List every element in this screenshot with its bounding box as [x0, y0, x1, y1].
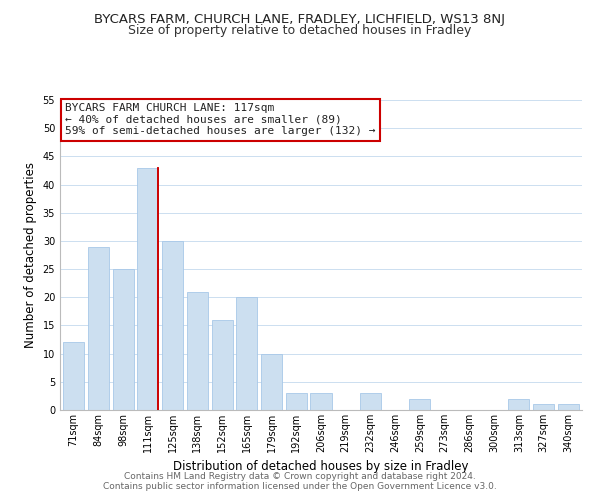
Text: Contains HM Land Registry data © Crown copyright and database right 2024.: Contains HM Land Registry data © Crown c…	[124, 472, 476, 481]
Bar	[558, 404, 579, 410]
Bar	[162, 241, 183, 410]
Text: BYCARS FARM, CHURCH LANE, FRADLEY, LICHFIELD, WS13 8NJ: BYCARS FARM, CHURCH LANE, FRADLEY, LICHF…	[95, 12, 505, 26]
Bar	[113, 269, 134, 410]
Bar	[137, 168, 158, 410]
Bar	[533, 404, 554, 410]
Bar	[409, 398, 430, 410]
Bar	[360, 393, 381, 410]
Bar	[63, 342, 84, 410]
Text: BYCARS FARM CHURCH LANE: 117sqm
← 40% of detached houses are smaller (89)
59% of: BYCARS FARM CHURCH LANE: 117sqm ← 40% of…	[65, 103, 376, 136]
X-axis label: Distribution of detached houses by size in Fradley: Distribution of detached houses by size …	[173, 460, 469, 473]
Bar	[310, 393, 332, 410]
Bar	[212, 320, 233, 410]
Bar	[261, 354, 282, 410]
Text: Contains public sector information licensed under the Open Government Licence v3: Contains public sector information licen…	[103, 482, 497, 491]
Bar	[187, 292, 208, 410]
Text: Size of property relative to detached houses in Fradley: Size of property relative to detached ho…	[128, 24, 472, 37]
Bar	[508, 398, 529, 410]
Bar	[286, 393, 307, 410]
Bar	[236, 298, 257, 410]
Bar	[88, 246, 109, 410]
Y-axis label: Number of detached properties: Number of detached properties	[24, 162, 37, 348]
